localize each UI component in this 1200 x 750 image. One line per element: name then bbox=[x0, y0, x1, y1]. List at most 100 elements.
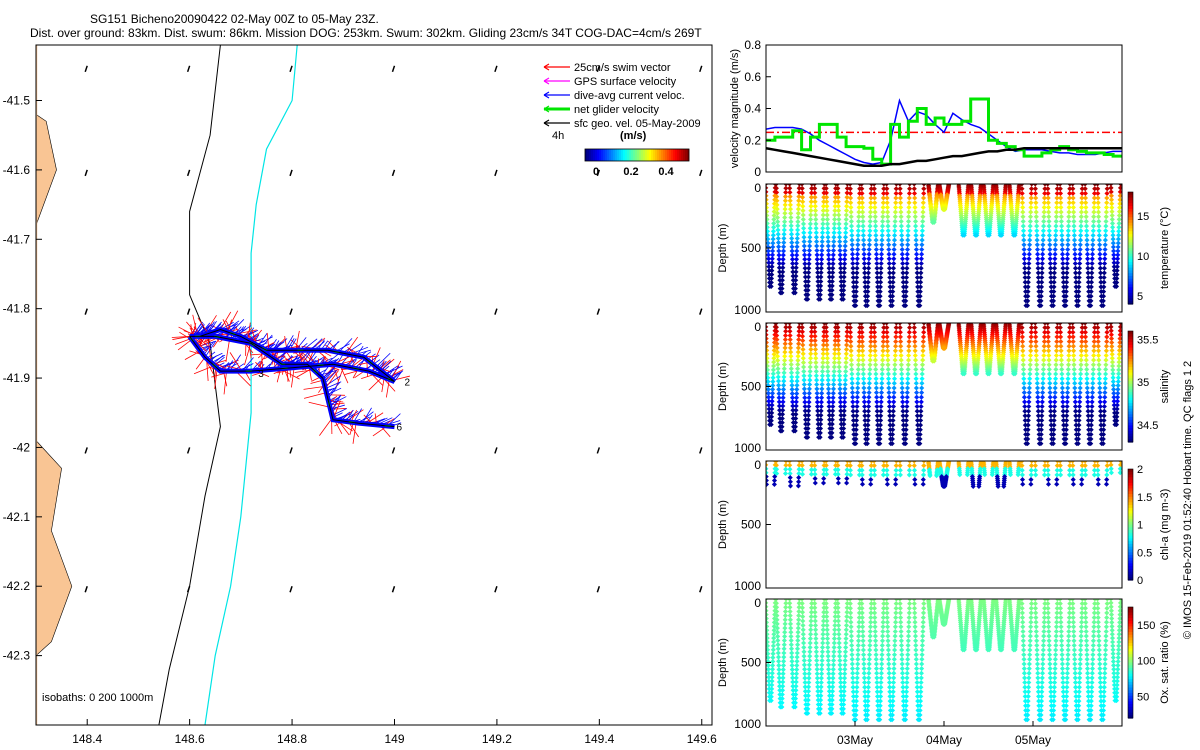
data-point bbox=[867, 232, 873, 238]
data-point bbox=[1012, 371, 1018, 377]
data-point bbox=[820, 364, 826, 370]
data-point bbox=[787, 337, 793, 343]
data-point bbox=[1090, 380, 1096, 386]
data-point bbox=[825, 234, 831, 240]
data-point bbox=[844, 342, 850, 348]
data-point bbox=[800, 627, 806, 633]
data-point bbox=[884, 200, 890, 206]
data-point bbox=[872, 343, 878, 349]
colorbar-cell bbox=[597, 149, 600, 161]
data-point bbox=[842, 662, 848, 668]
data-point bbox=[1064, 260, 1070, 267]
data-point bbox=[856, 195, 862, 201]
data-point bbox=[1054, 195, 1060, 201]
data-point bbox=[1054, 186, 1060, 192]
data-point bbox=[1045, 339, 1051, 345]
data-point bbox=[838, 274, 844, 280]
data-point bbox=[1078, 232, 1084, 238]
data-point bbox=[898, 200, 904, 206]
colorbar-cell bbox=[1128, 248, 1133, 252]
data-point bbox=[1070, 343, 1076, 349]
data-point bbox=[920, 195, 927, 201]
data-point bbox=[891, 246, 897, 253]
data-point bbox=[1054, 184, 1061, 187]
colorbar-cell bbox=[1128, 211, 1133, 215]
data-point bbox=[884, 477, 890, 483]
data-point bbox=[899, 656, 905, 662]
data-point bbox=[885, 371, 891, 377]
data-point bbox=[818, 679, 824, 686]
data-point bbox=[1039, 270, 1045, 276]
data-point bbox=[848, 352, 854, 359]
data-point bbox=[837, 662, 843, 668]
data-point bbox=[844, 480, 850, 486]
data-point bbox=[806, 684, 812, 690]
data-point bbox=[831, 234, 837, 240]
data-point bbox=[1084, 237, 1090, 243]
data-point bbox=[824, 203, 830, 209]
sfc-vel-arrow bbox=[186, 585, 191, 593]
data-point bbox=[1088, 436, 1094, 442]
data-point bbox=[914, 666, 920, 672]
data-point bbox=[1084, 251, 1091, 257]
data-point bbox=[1090, 371, 1096, 377]
data-point bbox=[866, 390, 872, 396]
data-point bbox=[1113, 283, 1120, 289]
data-point bbox=[782, 345, 788, 351]
data-point bbox=[886, 246, 892, 253]
data-point bbox=[770, 643, 776, 649]
data-point bbox=[913, 661, 919, 667]
data-point bbox=[920, 209, 926, 215]
data-point bbox=[1035, 394, 1041, 400]
data-point bbox=[879, 366, 885, 372]
colorbar-cell bbox=[1128, 430, 1133, 435]
data-point bbox=[905, 237, 911, 243]
data-point bbox=[825, 381, 831, 388]
data-point bbox=[851, 698, 857, 704]
data-point bbox=[1091, 204, 1097, 210]
data-point bbox=[1104, 195, 1110, 201]
data-point bbox=[1021, 385, 1027, 391]
data-point bbox=[1053, 366, 1059, 372]
data-point bbox=[898, 348, 904, 354]
data-point bbox=[780, 662, 787, 668]
data-point bbox=[796, 617, 802, 623]
data-point bbox=[802, 671, 808, 677]
data-point bbox=[903, 707, 909, 713]
data-point bbox=[775, 223, 781, 229]
data-point bbox=[877, 422, 883, 428]
data-point bbox=[782, 629, 788, 635]
colorbar-cell bbox=[1128, 378, 1133, 382]
data-point bbox=[913, 656, 919, 662]
data-point bbox=[826, 256, 832, 262]
data-point bbox=[808, 614, 814, 620]
data-point bbox=[801, 364, 807, 370]
data-point bbox=[771, 627, 777, 633]
data-point bbox=[802, 252, 808, 258]
data-point bbox=[1033, 334, 1039, 340]
data-point bbox=[850, 260, 856, 267]
data-point bbox=[1027, 352, 1034, 359]
data-point bbox=[825, 368, 831, 374]
data-point bbox=[1026, 270, 1032, 276]
data-point bbox=[865, 270, 871, 276]
map-xtick-label: 149.4 bbox=[584, 732, 614, 746]
data-point bbox=[898, 218, 904, 224]
data-point bbox=[779, 691, 785, 698]
data-point bbox=[1095, 329, 1101, 335]
data-point bbox=[1034, 371, 1040, 377]
data-point bbox=[829, 417, 835, 423]
data-point bbox=[1032, 325, 1038, 331]
sfc-vel-arrow bbox=[596, 169, 601, 177]
data-point bbox=[1054, 477, 1060, 483]
velocity-ytick-label: 0 bbox=[754, 165, 761, 179]
data-point bbox=[787, 475, 793, 481]
colorbar-cell bbox=[615, 149, 618, 161]
colorbar-cell bbox=[1128, 397, 1133, 401]
data-point bbox=[781, 382, 787, 388]
data-point bbox=[832, 627, 838, 633]
data-point bbox=[813, 351, 819, 357]
data-point bbox=[805, 417, 811, 423]
data-point bbox=[1067, 184, 1073, 187]
colorbar-cell bbox=[1128, 225, 1133, 229]
